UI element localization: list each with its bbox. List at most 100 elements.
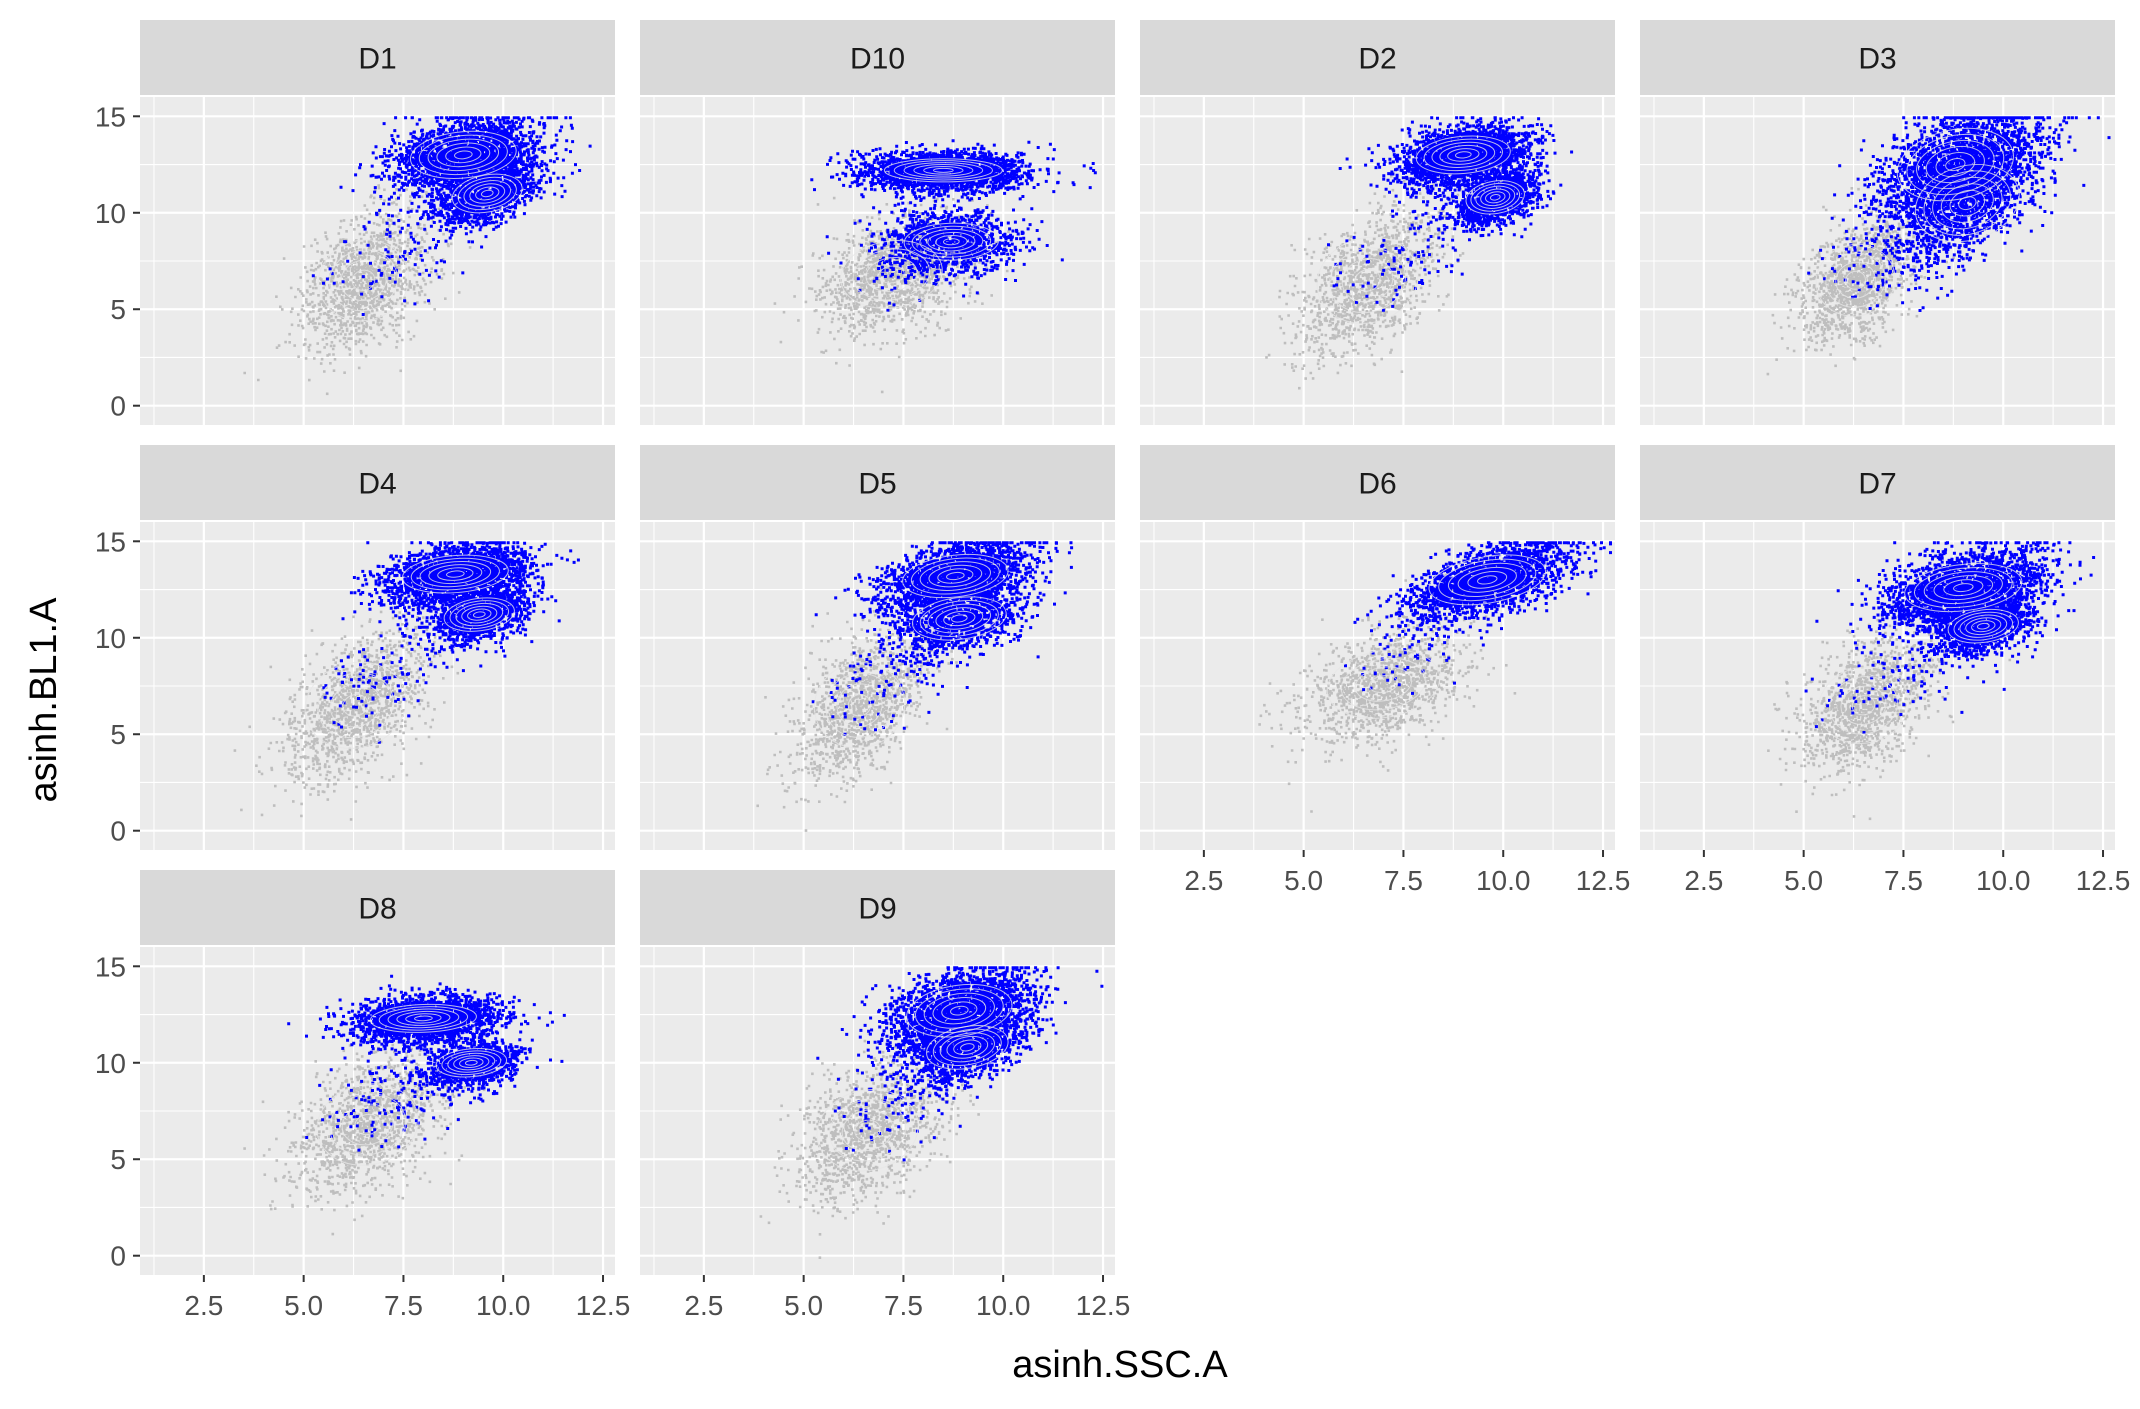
density-contour bbox=[1935, 151, 1976, 178]
y-tick-label: 5 bbox=[110, 719, 126, 750]
density-contour bbox=[317, 239, 410, 322]
density-contour bbox=[960, 1043, 975, 1052]
density-contour bbox=[1835, 261, 1876, 299]
density-contour bbox=[455, 602, 504, 627]
density-contour bbox=[342, 694, 369, 717]
density-contour bbox=[447, 1052, 496, 1073]
density-contour bbox=[464, 1059, 478, 1066]
facet-strip-label: D1 bbox=[358, 43, 396, 76]
density-contour bbox=[1904, 563, 2023, 613]
density-contour bbox=[437, 567, 474, 581]
y-tick-label: 5 bbox=[110, 1144, 126, 1175]
density-contour bbox=[1976, 622, 1990, 630]
density-contour bbox=[906, 983, 1013, 1038]
density-contour bbox=[927, 231, 976, 252]
density-contour bbox=[836, 683, 883, 728]
facet-panel-d3: D3 bbox=[1640, 20, 2115, 425]
density-contour bbox=[1485, 191, 1506, 204]
density-contour bbox=[911, 225, 992, 258]
x-tick-label: 2.5 bbox=[1184, 865, 1223, 896]
gated-events-points bbox=[1804, 541, 2096, 734]
density-contour bbox=[1923, 170, 2012, 236]
density-contour bbox=[369, 1003, 477, 1033]
density-contour bbox=[1971, 620, 1996, 633]
density-contour bbox=[463, 180, 512, 207]
density-contour bbox=[813, 662, 906, 749]
density-contour bbox=[910, 557, 1000, 595]
density-contour bbox=[418, 134, 508, 176]
facet-strip-label: D10 bbox=[850, 43, 905, 76]
gated-events-points bbox=[287, 974, 566, 1152]
density-contour bbox=[1489, 194, 1501, 201]
density-contour bbox=[459, 1057, 484, 1068]
density-contour bbox=[939, 1032, 995, 1063]
density-contour bbox=[878, 265, 905, 284]
gated-events-points bbox=[1807, 116, 2111, 312]
gated-events-points bbox=[1327, 116, 1574, 312]
density-contour bbox=[1845, 270, 1866, 290]
facet-strip-label: D8 bbox=[358, 893, 396, 926]
x-tick-label: 5.0 bbox=[1784, 865, 1823, 896]
density-contour bbox=[454, 150, 473, 160]
density-contour bbox=[472, 611, 486, 618]
density-contour bbox=[943, 610, 976, 627]
density-contour bbox=[1925, 145, 1985, 184]
density-contour bbox=[1477, 575, 1498, 585]
density-contour bbox=[351, 269, 376, 291]
density-contour bbox=[932, 997, 987, 1025]
density-contour bbox=[329, 249, 398, 312]
density-contour bbox=[825, 672, 894, 738]
density-contour bbox=[1933, 575, 1994, 601]
y-tick-label: 15 bbox=[95, 526, 126, 557]
density-contour bbox=[1940, 183, 1994, 223]
facet-strip-label: D2 bbox=[1358, 43, 1396, 76]
x-tick-label: 5.0 bbox=[1284, 865, 1323, 896]
density-contour bbox=[401, 554, 509, 594]
density-contour bbox=[1949, 189, 1986, 217]
facet-panel-d8: D8 0 5 10 15 2.5 5.0 7.5 10.0 12.5 bbox=[95, 870, 630, 1321]
density-contour bbox=[446, 570, 465, 578]
density-contour bbox=[354, 1113, 381, 1136]
density-contour bbox=[1947, 608, 2019, 644]
density-contour bbox=[1465, 180, 1525, 215]
density-contour bbox=[1817, 666, 1910, 745]
density-contour bbox=[1943, 579, 1984, 597]
density-contour bbox=[852, 248, 931, 301]
gated-events-points bbox=[1344, 541, 1612, 695]
facet-panel-d9: D9 2.5 5.0 7.5 10.0 12.5 bbox=[640, 870, 1130, 1321]
density-contour bbox=[1953, 583, 1974, 593]
density-contour bbox=[913, 164, 974, 177]
x-tick-label: 5.0 bbox=[784, 1290, 823, 1321]
facet-strip-label: D6 bbox=[1358, 468, 1396, 501]
density-contour bbox=[441, 1050, 502, 1076]
density-contour bbox=[436, 142, 491, 168]
all-events-points bbox=[756, 574, 958, 832]
density-contour bbox=[435, 1048, 508, 1078]
density-contour bbox=[1825, 252, 1886, 308]
gated-events-points bbox=[810, 139, 1097, 312]
all-events-points bbox=[1767, 582, 2012, 821]
density-contour bbox=[457, 176, 517, 211]
density-contour bbox=[911, 596, 1007, 641]
x-tick-label: 12.5 bbox=[1076, 1290, 1131, 1321]
density-contour bbox=[1913, 567, 2013, 609]
x-tick-label: 2.5 bbox=[684, 1290, 723, 1321]
facet-panel-d5: D5 bbox=[640, 445, 1115, 850]
density-contour bbox=[927, 603, 992, 634]
density-contour bbox=[829, 1099, 906, 1162]
y-tick-label: 10 bbox=[95, 198, 126, 229]
density-contour bbox=[378, 1006, 469, 1031]
density-contour bbox=[405, 1013, 442, 1024]
y-tick-label: 0 bbox=[110, 391, 126, 422]
density-contour bbox=[926, 1025, 1009, 1070]
density-contour bbox=[919, 561, 992, 591]
density-contour bbox=[919, 228, 984, 255]
y-axis-title: asinh.BL1.A bbox=[23, 597, 65, 803]
x-tick-label: 10.0 bbox=[476, 1290, 531, 1321]
density-contour bbox=[1340, 657, 1427, 711]
density-contour bbox=[316, 1083, 419, 1166]
density-contour bbox=[923, 165, 964, 175]
facet-strip bbox=[1640, 445, 2115, 520]
